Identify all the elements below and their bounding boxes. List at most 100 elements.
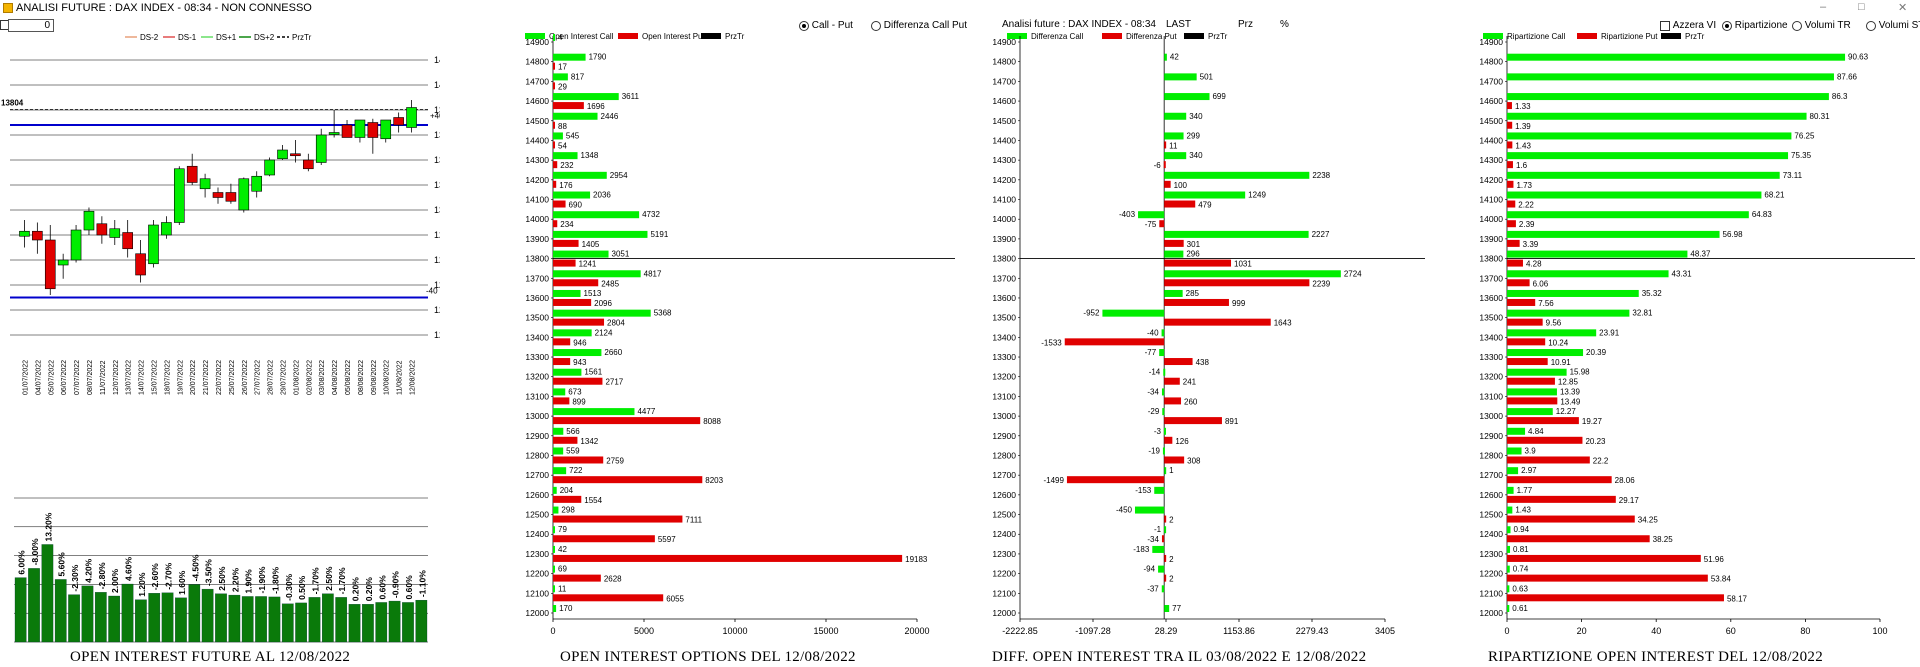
strike-label: 14700 [992, 76, 1016, 86]
strike-label: 14800 [525, 57, 549, 67]
legend-label: Ripartizione Call [1507, 32, 1565, 41]
date-label: 11/07/2022 [100, 360, 107, 395]
y-tick-label: 12800 [434, 230, 440, 240]
put-value-label: 479 [1198, 201, 1212, 210]
call-value-label: 817 [571, 72, 585, 81]
call-bar [1164, 112, 1187, 120]
strike-label: 13800 [525, 254, 549, 264]
radio-diff-call-put[interactable]: Differenza Call Put [871, 20, 967, 31]
call-value-label: -19 [1148, 446, 1160, 455]
open-interest-chart: Open Interest Call Open Interest Put PrzTr… [525, 32, 955, 636]
call-bar [553, 34, 555, 41]
pct-label: 0.20% [364, 577, 374, 602]
pct-bar [348, 604, 361, 643]
call-bar [1507, 447, 1522, 455]
put-value-label: 1.43 [1515, 141, 1531, 150]
minimize-button[interactable]: – [1820, 1, 1827, 13]
call-value-label: 722 [569, 466, 583, 475]
strike-label: 12400 [1479, 529, 1503, 539]
call-bar [1507, 427, 1526, 435]
put-bar [553, 298, 592, 306]
x-tick-label: 100 [1872, 626, 1887, 636]
put-bar [553, 338, 571, 346]
call-value-label: 32.81 [1632, 309, 1653, 318]
put-value-label: 1.33 [1515, 102, 1531, 111]
date-label: 04/07/2022 [35, 360, 42, 395]
call-value-label: 298 [561, 506, 575, 515]
call-bar [553, 309, 651, 317]
number-input[interactable]: 0 [8, 19, 54, 32]
panel3-header-pct: % [1280, 19, 1289, 30]
call-bar [1507, 309, 1630, 317]
pct-bar [108, 595, 120, 643]
date-label: 04/08/2022 [332, 360, 339, 395]
strike-label: 14500 [992, 116, 1016, 126]
strike-label: 13700 [525, 273, 549, 283]
call-value-label: 86.3 [1832, 92, 1848, 101]
strike-label: 14700 [1479, 76, 1503, 86]
x-tick-label: 1153.86 [1223, 626, 1255, 636]
panel3-header-prz: Prz [1238, 19, 1253, 30]
maximize-button[interactable]: □ [1858, 1, 1865, 13]
radio-call-put-dot [799, 20, 809, 31]
radio-volumi-st[interactable]: Volumi ST [1866, 20, 1920, 31]
strike-label: 12700 [525, 470, 549, 480]
y-tick-label: 13000 [434, 205, 440, 215]
pct-label: 0.60% [404, 575, 414, 600]
y-tick-label: 13400 [434, 155, 440, 165]
date-label: 25/07/2022 [229, 360, 236, 395]
call-bar [553, 73, 568, 81]
call-value-label: 340 [1189, 112, 1203, 121]
legend-swatch [1102, 33, 1122, 39]
call-value-label: 2660 [604, 348, 622, 357]
candle-body [406, 107, 417, 128]
percent-bar-chart: 6.00% -8.00%13.20%5.60%-2.30% 4.20% -2.80% 2… [14, 497, 428, 643]
call-value-label: 2724 [1344, 269, 1362, 278]
date-label: 10/08/2022 [384, 360, 391, 395]
strike-label: 14200 [1479, 175, 1503, 185]
put-value-label: 53.84 [1711, 575, 1732, 584]
strike-label: 14100 [1479, 195, 1503, 205]
put-bar [1507, 358, 1548, 366]
candle-body [328, 132, 340, 135]
put-value-label: 8203 [705, 476, 723, 485]
azzera-vi-checkbox[interactable]: Azzera VI [1660, 20, 1716, 31]
date-label: 18/07/2022 [164, 360, 171, 395]
call-value-label: 1513 [584, 289, 602, 298]
strike-label: 14200 [992, 175, 1016, 185]
legend-label: Open Interest Call [549, 32, 614, 41]
call-bar [1507, 408, 1553, 416]
close-button[interactable]: ✕ [1898, 2, 1908, 14]
strike-label: 13600 [992, 293, 1016, 303]
pct-label: -2.30% [70, 564, 80, 591]
call-bar [553, 112, 598, 120]
strike-label: 13000 [525, 411, 549, 421]
pct-label: -1.10% [417, 570, 427, 597]
radio-ripartizione[interactable]: Ripartizione [1722, 20, 1788, 31]
put-bar [553, 554, 903, 562]
put-value-label: 1.6 [1516, 161, 1528, 170]
strike-label: 14800 [992, 57, 1016, 67]
put-value-label: 999 [1232, 299, 1246, 308]
strike-label: 13900 [1479, 234, 1503, 244]
radio-call-put[interactable]: Call - Put [799, 20, 853, 31]
date-label: 02/08/2022 [306, 360, 313, 395]
strike-label: 13100 [992, 391, 1016, 401]
radio-diff-call-put-dot [871, 20, 881, 31]
candle-body [341, 124, 353, 138]
put-bar [1507, 102, 1512, 110]
strike-label: 14000 [1479, 214, 1503, 224]
legend-swatch [1661, 33, 1681, 39]
legend-label: DS+2 [254, 33, 275, 42]
pct-label: -1.90% [257, 566, 267, 593]
call-bar [553, 368, 582, 376]
radio-volumi-tr[interactable]: Volumi TR [1792, 20, 1851, 31]
strike-label: 14300 [525, 155, 549, 165]
put-value-label: 28.06 [1615, 476, 1636, 485]
pct-bar [335, 597, 348, 643]
pct-label: -2.70% [164, 562, 174, 589]
put-bar [553, 180, 557, 188]
legend-label: Ripartizione Put [1601, 32, 1658, 41]
put-value-label: 17 [558, 63, 567, 72]
strike-label: 14900 [525, 37, 549, 47]
